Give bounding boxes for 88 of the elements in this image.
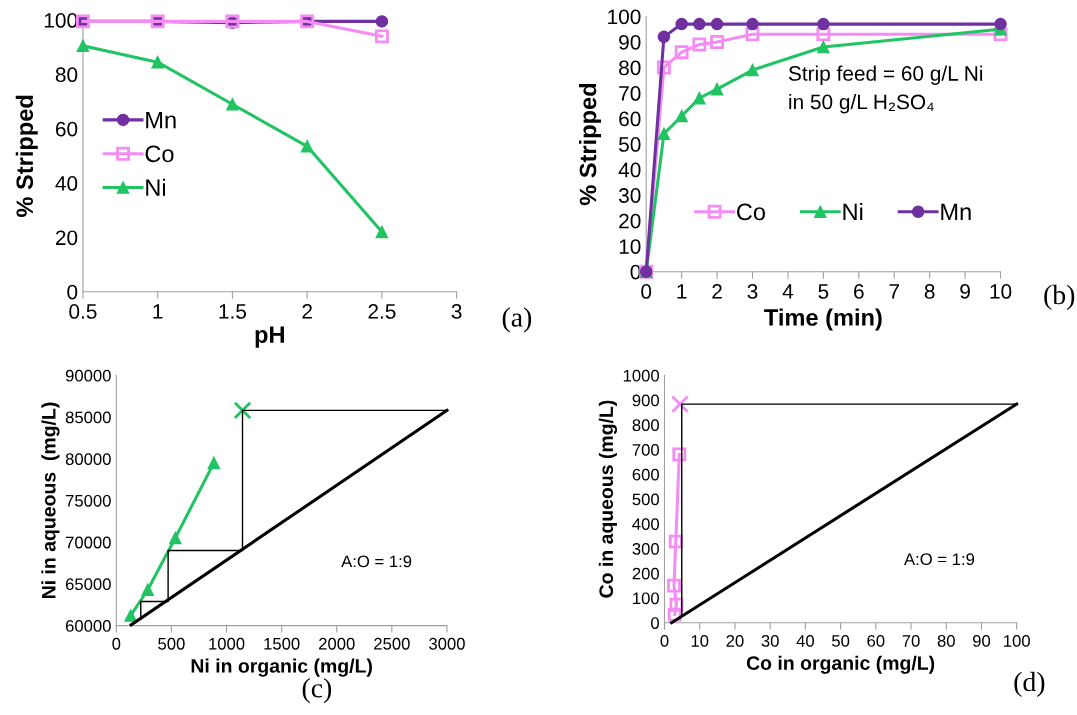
annotation: A:O = 1:9 bbox=[341, 555, 412, 568]
y-tick-label: 500 bbox=[632, 493, 659, 506]
x-axis-title: Co in organic (mg/L) bbox=[746, 655, 935, 674]
x-tick-label: 3 bbox=[747, 284, 758, 299]
x-tick-label: 10 bbox=[990, 284, 1012, 299]
legend-label: Co bbox=[737, 203, 765, 221]
y-tick-label: 700 bbox=[632, 443, 659, 456]
x-tick-label: 500 bbox=[158, 637, 185, 650]
y-tick-label: 80000 bbox=[65, 453, 111, 465]
x-tick-label: 40 bbox=[796, 635, 814, 647]
y-tick-label: 1000 bbox=[623, 369, 659, 382]
text: (c) bbox=[302, 678, 332, 704]
annotation: A:O = 1:9 bbox=[904, 553, 975, 566]
x-tick-label: 2 bbox=[302, 304, 312, 319]
x-tick-label: 3 bbox=[451, 304, 462, 319]
y-tick-label: 40 bbox=[55, 176, 78, 191]
y-tick-label: 30 bbox=[618, 188, 641, 203]
y-tick-label: 60 bbox=[619, 111, 641, 127]
y-tick-label: 50 bbox=[619, 137, 641, 152]
x-tick-label: 6 bbox=[854, 284, 864, 299]
y-axis-title: % Stripped bbox=[579, 83, 602, 206]
legend-label: Mn bbox=[146, 111, 176, 129]
y-tick-label: 85000 bbox=[65, 411, 111, 424]
y-tick-label: 100 bbox=[633, 592, 659, 605]
legend-label: Ni bbox=[843, 202, 863, 221]
text: (a) bbox=[502, 307, 532, 333]
x-tick-label: 1500 bbox=[264, 637, 300, 650]
y-tick-label: 300 bbox=[632, 542, 659, 555]
x-tick-label: 8 bbox=[924, 284, 935, 299]
y-tick-label: 800 bbox=[632, 419, 659, 432]
y-tick-label: 75000 bbox=[65, 494, 111, 507]
x-tick-label: 70 bbox=[902, 635, 920, 647]
x-tick-label: 2000 bbox=[319, 637, 355, 650]
y-tick-label: 90 bbox=[619, 34, 641, 50]
y-tick-label: 80 bbox=[619, 60, 641, 76]
text: (d) bbox=[1014, 671, 1045, 697]
x-tick-label: 0.5 bbox=[69, 304, 97, 319]
y-tick-label: 20 bbox=[55, 230, 78, 246]
x-tick-label: 1 bbox=[677, 284, 687, 299]
x-axis-title: pH bbox=[255, 326, 284, 348]
x-axis-title: Time (min) bbox=[764, 308, 882, 331]
x-tick-label: 30 bbox=[761, 635, 779, 647]
x-tick-label: 90 bbox=[972, 635, 991, 647]
y-tick-label: 0 bbox=[630, 264, 641, 280]
y-tick-label: 400 bbox=[632, 518, 659, 531]
x-tick-label: 10 bbox=[691, 635, 709, 647]
y-axis-title: Co in aqueous (mg/L) bbox=[598, 400, 618, 598]
y-tick-label: 10 bbox=[619, 239, 641, 254]
y-tick-label: 0 bbox=[651, 617, 659, 629]
x-tick-label: 50 bbox=[832, 635, 850, 647]
x-tick-label: 5 bbox=[818, 284, 829, 299]
x-tick-label: 0 bbox=[112, 637, 121, 650]
y-tick-label: 600 bbox=[632, 468, 659, 481]
x-axis-title: Ni in organic (mg/L) bbox=[191, 658, 372, 677]
y-tick-label: 200 bbox=[632, 567, 659, 580]
y-tick-label: 80 bbox=[55, 67, 78, 83]
y-tick-label: 20 bbox=[619, 213, 641, 229]
x-tick-label: 2 bbox=[712, 284, 722, 299]
x-tick-label: 0 bbox=[660, 635, 669, 647]
y-axis-title: Ni in aqueous (mg/L) bbox=[41, 402, 60, 599]
y-tick-label: 70 bbox=[619, 86, 641, 101]
x-tick-label: 80 bbox=[937, 635, 955, 647]
x-tick-label: 60 bbox=[867, 635, 885, 647]
x-tick-label: 1000 bbox=[209, 637, 245, 650]
legend-label: Co bbox=[145, 145, 174, 163]
x-tick-label: 2.5 bbox=[368, 304, 396, 319]
legend-label: Mn bbox=[941, 203, 971, 221]
x-tick-label: 7 bbox=[889, 284, 899, 299]
annotation: Strip feed = 60 g/L Ni in 50 g/L H₂SO₄ bbox=[788, 65, 983, 114]
x-tick-label: 2500 bbox=[374, 637, 410, 650]
x-tick-label: 1 bbox=[153, 304, 163, 319]
y-tick-label: 65000 bbox=[65, 578, 111, 591]
text: (b) bbox=[1044, 284, 1075, 310]
x-tick-label: 100 bbox=[1004, 635, 1030, 647]
x-tick-label: 3000 bbox=[429, 637, 465, 650]
x-tick-label: 9 bbox=[960, 284, 970, 299]
y-tick-label: 70000 bbox=[65, 536, 111, 549]
y-tick-label: 90000 bbox=[65, 369, 111, 382]
y-tick-label: 60000 bbox=[65, 620, 111, 632]
x-tick-label: 1.5 bbox=[219, 304, 247, 319]
y-tick-label: 60 bbox=[55, 121, 78, 137]
legend-label: Ni bbox=[146, 178, 166, 196]
y-tick-label: 40 bbox=[618, 162, 641, 178]
x-tick-label: 4 bbox=[782, 284, 794, 299]
y-axis-title: % Stripped bbox=[15, 95, 38, 217]
y-tick-label: 100 bbox=[608, 9, 641, 25]
x-tick-label: 20 bbox=[726, 635, 744, 647]
y-tick-label: 900 bbox=[632, 394, 659, 407]
